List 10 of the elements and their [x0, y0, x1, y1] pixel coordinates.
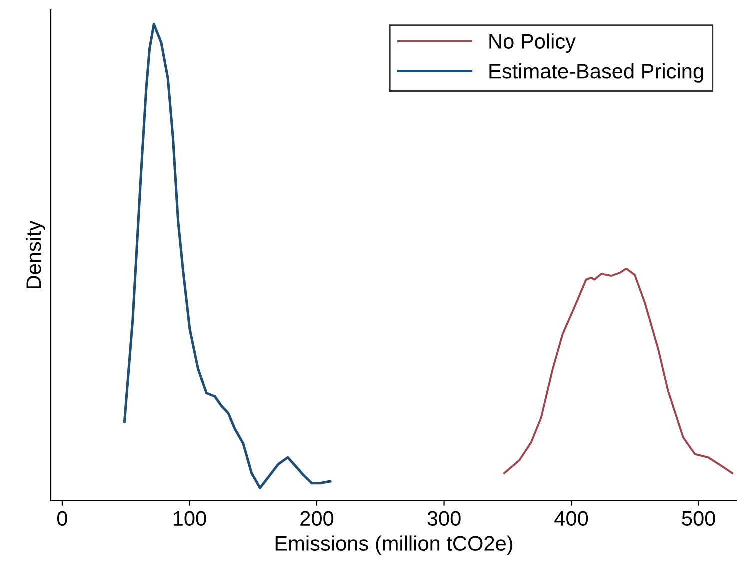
x-tick-label: 200	[300, 511, 334, 526]
y-axis-title: Density	[26, 220, 46, 289]
legend-label: No Policy	[490, 34, 576, 54]
legend-label: Estimate-Based Pricing	[490, 63, 704, 83]
x-tick-label: 500	[682, 511, 716, 526]
x-tick-label: 400	[554, 511, 588, 526]
x-tick-label: 100	[174, 511, 206, 526]
x-axis-title: Emissions (million tCO2e)	[276, 536, 513, 556]
x-tick-label: 300	[428, 511, 461, 526]
x-tick-label: 0	[57, 511, 68, 526]
